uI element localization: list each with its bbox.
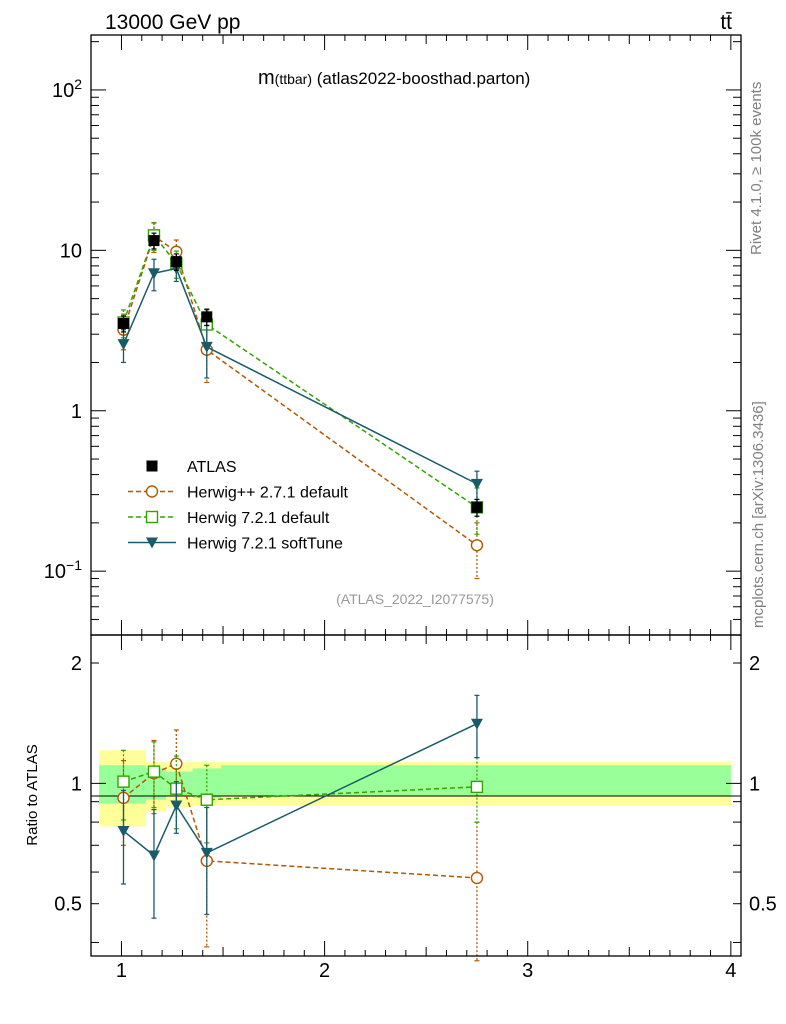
plot-title-rest: (atlas2022-boosthad.parton): [312, 69, 530, 88]
legend-entry: Herwig++ 2.7.1 default: [128, 485, 349, 502]
collision-label: 13000 GeV pp: [105, 11, 240, 34]
data-point: [470, 478, 483, 490]
legend: ATLAS Herwig++ 2.7.1 default Herwig 7.2.1 …: [128, 459, 349, 553]
series-line: [123, 762, 477, 879]
data-point: [470, 871, 484, 885]
legend-marker: [146, 537, 158, 549]
ratio-frame: [90, 634, 742, 957]
watermark: (ATLAS_2022_I2077575): [336, 591, 494, 607]
x-tick-label: 1: [116, 960, 127, 982]
ratio-y-tick-label-right: 0.5: [749, 894, 777, 916]
data-point: [118, 317, 129, 329]
legend-marker: [146, 460, 158, 472]
ratio-y-tick-label-right: 1: [749, 773, 760, 795]
mcplots-label: mcplots.cern.ch [arXiv:1306.3436]: [750, 401, 767, 628]
data-point: [200, 793, 213, 806]
ratio-y-tick-label: 0.5: [54, 894, 82, 916]
data-point: [201, 311, 213, 323]
main-panel: 102 10 1 10−1 m(ttbar) (atlas2022-boosthad.…: [44, 34, 742, 636]
series-0: [118, 232, 483, 517]
data-point: [200, 847, 213, 859]
rivet-label: Rivet 4.1.0, ≥ 100k events: [748, 82, 765, 255]
data-point: [470, 539, 484, 552]
data-point: [470, 780, 484, 794]
series-line: [122, 234, 478, 546]
legend-marker: [145, 485, 159, 498]
legend-label: Herwig++ 2.7.1 default: [187, 485, 349, 502]
data-point: [470, 718, 483, 730]
data-point: [147, 268, 160, 280]
x-tick-label: 3: [522, 960, 533, 982]
legend-label: ATLAS: [187, 459, 237, 476]
legend-label: Herwig 7.2.1 default: [187, 510, 330, 527]
x-tick-label: 4: [725, 960, 736, 982]
series-line: [122, 267, 478, 485]
legend-label: Herwig 7.2.1 softTune: [187, 536, 343, 553]
ratio-y-tick-label: 2: [71, 653, 82, 675]
data-point: [117, 339, 130, 351]
ratio-y-tick-label-right: 2: [749, 653, 760, 675]
data-point: [170, 256, 182, 268]
series-3: [117, 257, 483, 501]
data-point: [170, 800, 183, 812]
data-point: [148, 235, 160, 247]
legend-entry: ATLAS: [146, 459, 237, 476]
legend-entry: Herwig 7.2.1 softTune: [128, 536, 343, 553]
y-tick-label: 1: [71, 401, 82, 423]
data-point: [471, 501, 483, 513]
plot-title: m(ttbar) (atlas2022-boosthad.parton): [258, 67, 530, 89]
data-point: [200, 341, 213, 353]
series-3: [117, 694, 483, 919]
plot-title-main: m: [258, 67, 275, 89]
data-point: [147, 765, 161, 778]
data-point: [170, 757, 183, 770]
y-tick-label: 102: [52, 76, 82, 102]
y-tick-label: 10: [60, 240, 82, 262]
data-point: [117, 775, 130, 788]
ratio-y-tick-label: 1: [71, 773, 82, 795]
legend-entry: Herwig 7.2.1 default: [128, 510, 330, 527]
data-point: [147, 850, 160, 862]
legend-marker: [145, 510, 159, 524]
ratio-y-axis-label: Ratio to ATLAS: [24, 744, 41, 845]
x-tick-label: 2: [319, 960, 330, 982]
ratio-panel: 2 2 1 1 0.5 0.5 1 2 3 4 Ratio to ATLAS: [24, 634, 777, 982]
y-tick-label: 10−1: [44, 557, 82, 583]
data-point: [117, 826, 130, 838]
process-label: tt̄: [720, 11, 732, 34]
plot-title-sub: (ttbar): [275, 71, 312, 87]
